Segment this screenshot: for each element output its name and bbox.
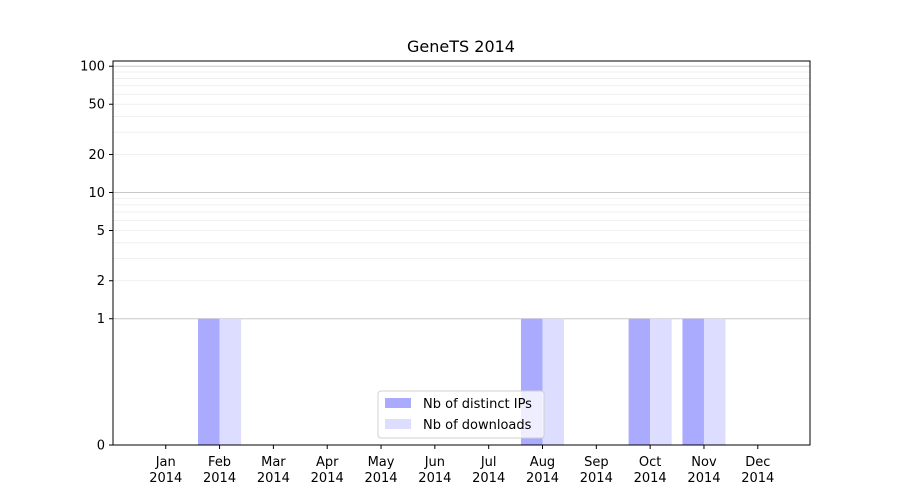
- x-tick-label-year: 2014: [149, 471, 182, 486]
- chart-title: GeneTS 2014: [407, 37, 515, 56]
- bar-downloads: [703, 318, 726, 445]
- legend: Nb of distinct IPs Nb of downloads: [377, 390, 545, 439]
- legend-box: [377, 390, 545, 439]
- bar-downloads: [542, 318, 565, 445]
- x-tick-label-month: May: [368, 455, 395, 470]
- y-tick-label: 100: [80, 60, 105, 75]
- x-tick-label-month: Mar: [261, 455, 286, 470]
- bar-downloads: [650, 318, 672, 445]
- bar-distinct-ips: [682, 318, 704, 445]
- x-tick-label-month: Sep: [584, 455, 609, 470]
- x-tick-label-month: Jun: [424, 455, 445, 470]
- y-tick-label: 0: [97, 439, 105, 454]
- grid: [113, 65, 810, 320]
- y-tick-label: 50: [88, 98, 105, 113]
- y-tick-label: 5: [97, 224, 105, 239]
- x-tick-label-year: 2014: [311, 471, 344, 486]
- x-tick-label-year: 2014: [580, 471, 613, 486]
- axes: [112, 60, 811, 446]
- x-tick-label-year: 2014: [364, 471, 397, 486]
- legend-label: Nb of distinct IPs: [423, 397, 532, 412]
- x-tick-label-year: 2014: [418, 471, 451, 486]
- x-tick-label-year: 2014: [257, 471, 290, 486]
- y-tick-label: 20: [88, 148, 105, 163]
- y-tick-label: 1: [97, 312, 105, 327]
- x-tick-label-month: Dec: [745, 455, 770, 470]
- x-axis-ticks: Jan2014Feb2014Mar2014Apr2014May2014Jun20…: [149, 445, 774, 486]
- x-tick-label-year: 2014: [634, 471, 667, 486]
- x-tick-label-year: 2014: [687, 471, 720, 486]
- legend-swatch: [385, 398, 411, 408]
- x-tick-label-month: Jan: [155, 455, 176, 470]
- bar-distinct-ips: [198, 318, 220, 445]
- x-tick-label-month: Feb: [208, 455, 231, 470]
- legend-swatch: [385, 419, 411, 429]
- x-tick-label-year: 2014: [741, 471, 774, 486]
- y-axis-ticks: 0 1 2 5 10 20 50 100: [80, 60, 113, 454]
- y-tick-label: 10: [88, 186, 105, 201]
- x-tick-label-month: Jul: [480, 455, 497, 470]
- x-tick-label-month: Nov: [691, 455, 717, 470]
- x-tick-label-month: Apr: [316, 455, 339, 470]
- legend-label: Nb of downloads: [423, 418, 532, 433]
- bar-distinct-ips: [628, 318, 651, 445]
- bars: [198, 318, 726, 445]
- plot-frame: [112, 60, 811, 446]
- x-tick-label-month: Oct: [639, 455, 661, 470]
- x-tick-label-year: 2014: [472, 471, 505, 486]
- x-tick-label-year: 2014: [203, 471, 236, 486]
- y-tick-label: 2: [97, 274, 105, 289]
- x-tick-label-month: Aug: [530, 455, 555, 470]
- bar-downloads: [219, 318, 242, 445]
- x-tick-label-year: 2014: [526, 471, 559, 486]
